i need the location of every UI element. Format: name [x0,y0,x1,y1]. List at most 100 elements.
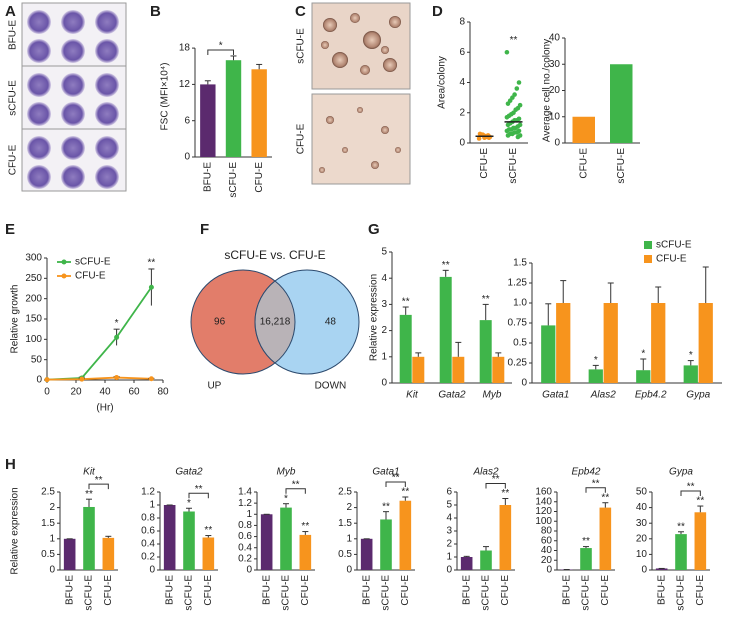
y-tick-label: 200 [25,293,42,304]
y-tick-label: 140 [535,496,552,507]
panel-letter: C [295,3,306,20]
panel-letter: G [368,221,380,238]
cell [27,165,51,189]
x-tick-label: sCFU-E [581,575,592,611]
cell [27,102,51,126]
cell [61,136,85,160]
significance-star: * [641,349,645,360]
bar [251,69,267,157]
point [114,375,120,381]
y-tick-label: 0.75 [508,318,528,329]
bar [694,512,707,570]
colony [360,65,370,75]
panel-letter: B [150,3,161,20]
bar [299,534,312,570]
x-tick-label: Myb [483,390,502,401]
y-tick-label: 100 [535,516,552,527]
y-tick-label: 50 [31,354,43,365]
y-tick-label: 20 [636,533,648,544]
bar [651,303,666,383]
y-tick-label: 0.8 [141,513,155,524]
y-tick-label: 30 [636,518,648,529]
bracket [585,487,606,493]
row-label: CFU-E [296,123,307,154]
error-bar [86,498,92,507]
y-axis-label: Area/colony [437,56,448,109]
x-tick-label: CFU-E [600,575,611,606]
colony [326,116,334,124]
bar [399,500,412,570]
significance-star: ** [442,260,450,271]
significance-star: ** [301,521,309,532]
error-bar [545,303,552,326]
bar [683,365,698,383]
bar [599,507,612,570]
y-tick-label: 1 [346,533,352,544]
cell [61,102,85,126]
error-bar [655,286,662,303]
y-tick-label: 80 [541,526,553,537]
x-tick-label: CFU-E [400,575,411,606]
colony [321,41,329,49]
bracket [285,488,306,494]
y-tick-label: 0.2 [141,552,155,563]
y-tick-label: 300 [25,253,42,264]
y-tick-label: 6 [459,47,465,58]
colony [350,13,360,23]
venn-count: 16,218 [260,317,291,328]
cell [27,136,51,160]
point [148,284,154,290]
y-tick-label: 1 [446,552,452,563]
dot [504,114,510,120]
y-tick-label: 0 [546,565,552,576]
x-tick-label: Alas2 [590,390,616,401]
y-tick-label: 1.5 [338,518,352,529]
bar [380,519,392,570]
y-tick-label: 0 [641,565,647,576]
dot [504,49,510,55]
bar [83,506,95,570]
y-tick-label: 0.4 [141,539,155,550]
dot [516,80,522,85]
bar [183,511,195,570]
significance-star: * [594,355,598,366]
significance-star: ** [677,521,685,532]
bar [399,314,412,383]
colony [332,52,348,68]
x-tick-label: BFU-E [164,575,175,605]
error-bar [640,358,647,371]
row-label: sCFU-E [8,80,19,116]
significance-star: * [115,318,119,329]
colony [371,161,379,169]
significance-star: * [284,493,288,504]
error-bar [402,496,409,501]
colony-images [319,13,401,173]
x-tick-label: BFU-E [656,575,667,605]
bracket [385,481,406,487]
y-tick-label: 1.0 [513,298,527,309]
x-tick-label: BFU-E [64,575,75,605]
y-tick-label: 5 [446,500,452,511]
row-label: BFU-E [8,20,19,50]
dot [515,134,521,140]
venn-label: UP [207,381,221,392]
cell [95,102,119,126]
chart-title: Kit [83,467,96,478]
y-tick-label: 6 [184,115,190,126]
chart-title: Gata1 [372,467,399,478]
y-tick-label: 10 [549,111,561,122]
error-bar [607,282,614,303]
error-bar [256,63,263,70]
x-tick-label: Gata2 [438,390,466,401]
colony [389,16,401,28]
series-line [46,376,152,381]
colony [323,18,337,32]
bar [360,538,373,570]
y-tick-label: 2.5 [338,487,352,498]
x-axis-label: (Hr) [96,403,113,414]
y-tick-label: 100 [25,334,42,345]
cell [27,73,51,97]
bar [412,356,425,383]
